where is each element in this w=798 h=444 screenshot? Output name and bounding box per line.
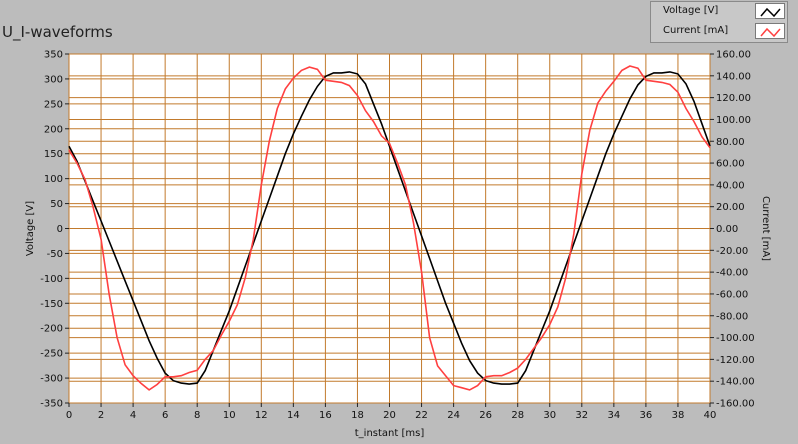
y-axis-title-right: Current [mA] xyxy=(760,196,771,261)
x-tick-label: 20 xyxy=(383,410,396,421)
x-tick-label: 40 xyxy=(704,410,717,421)
y-tick-label: -50 xyxy=(47,249,63,260)
y2-tick-label: 60.00 xyxy=(716,159,745,170)
x-tick-label: 34 xyxy=(607,410,620,421)
y2-tick-label: 100.00 xyxy=(716,115,751,126)
x-axis-title: t_instant [ms] xyxy=(355,428,425,439)
legend-label-current: Current [mA] xyxy=(663,25,729,36)
y2-tick-label: 80.00 xyxy=(716,137,745,148)
x-tick-label: 14 xyxy=(287,410,300,421)
current-series-line xyxy=(68,65,711,391)
y2-tick-label: 0.00 xyxy=(716,224,738,235)
x-tick-label: 26 xyxy=(479,410,492,421)
y-tick-label: 150 xyxy=(44,149,63,160)
legend-item-current[interactable]: Current [mA] xyxy=(651,23,787,41)
x-tick-label: 38 xyxy=(672,410,685,421)
y2-tick-label: -60.00 xyxy=(716,289,748,300)
y-tick-label: 100 xyxy=(44,174,63,185)
x-tick-label: 8 xyxy=(194,410,200,421)
y-axis-title-left: Voltage [V] xyxy=(25,201,36,256)
legend-swatch-current[interactable] xyxy=(755,23,785,39)
x-tick-label: 12 xyxy=(255,410,268,421)
x-tick-label: 2 xyxy=(98,410,104,421)
legend: Voltage [V] Current [mA] xyxy=(650,1,788,43)
x-tick-label: 6 xyxy=(162,410,168,421)
y-axis-right-ticks: 160.00 140.00 120.00 100.00 80.00 60.00 40.00 2… xyxy=(710,50,755,410)
y2-tick-label: -120.00 xyxy=(716,355,755,366)
y2-tick-label: 140.00 xyxy=(716,71,751,82)
y-tick-label: 300 xyxy=(44,74,63,85)
x-tick-label: 24 xyxy=(447,410,460,421)
x-tick-label: 4 xyxy=(130,410,136,421)
y2-tick-label: -140.00 xyxy=(716,377,755,388)
x-tick-label: 28 xyxy=(511,410,524,421)
y-tick-label: 0 xyxy=(57,224,63,235)
x-tick-label: 10 xyxy=(223,410,236,421)
y2-tick-label: -80.00 xyxy=(716,311,748,322)
y2-tick-label: -20.00 xyxy=(716,246,748,257)
y2-tick-label: 40.00 xyxy=(716,180,745,191)
x-tick-label: 36 xyxy=(640,410,653,421)
voltage-swatch-icon xyxy=(760,7,781,18)
y2-tick-label: -100.00 xyxy=(716,333,755,344)
chart-title: U_I-waveforms xyxy=(2,23,113,41)
y-tick-label: -250 xyxy=(40,349,63,360)
legend-label-voltage: Voltage [V] xyxy=(663,5,719,16)
x-tick-label: 32 xyxy=(575,410,588,421)
x-tick-label: 18 xyxy=(351,410,364,421)
y-tick-label: 200 xyxy=(44,124,63,135)
y2-tick-label: -160.00 xyxy=(716,399,755,410)
y-tick-label: -100 xyxy=(40,274,63,285)
x-tick-label: 22 xyxy=(415,410,428,421)
current-swatch-icon xyxy=(760,27,781,38)
legend-swatch-voltage[interactable] xyxy=(755,3,785,19)
y-tick-label: -200 xyxy=(40,324,63,335)
x-axis-ticks: 0 2 4 6 8 10 12 14 16 18 20 22 24 26 28 30 32 34 36 38 40 xyxy=(66,403,717,421)
x-tick-label: 30 xyxy=(543,410,556,421)
y-tick-label: 50 xyxy=(50,199,63,210)
y-tick-label: -350 xyxy=(40,399,63,410)
y-tick-label: -300 xyxy=(40,374,63,385)
x-tick-label: 16 xyxy=(319,410,332,421)
legend-item-voltage[interactable]: Voltage [V] xyxy=(651,3,787,21)
y-tick-label: 350 xyxy=(44,50,63,61)
y-tick-label: 250 xyxy=(44,99,63,110)
y2-tick-label: 160.00 xyxy=(716,50,751,61)
x-tick-label: 0 xyxy=(66,410,72,421)
y-tick-label: -150 xyxy=(40,299,63,310)
series-lines xyxy=(68,65,711,391)
voltage-series-line xyxy=(68,71,711,385)
y2-tick-label: -40.00 xyxy=(716,268,748,279)
y2-tick-label: 120.00 xyxy=(716,93,751,104)
y-axis-left-ticks: 350 300 250 200 150 100 50 0 -50 -100 -150 -200 -250… xyxy=(40,50,69,410)
y2-tick-label: 20.00 xyxy=(716,202,745,213)
